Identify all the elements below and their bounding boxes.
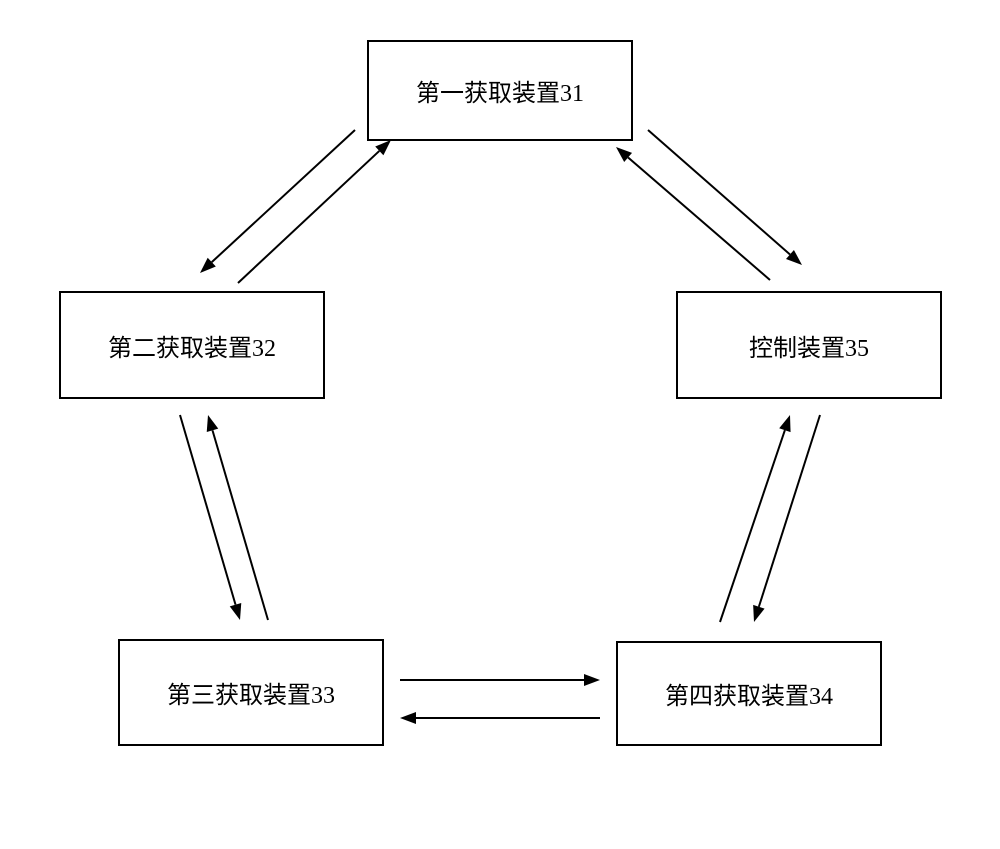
- diagram-canvas: 第一获取装置31 第二获取装置32 第三获取装置33 第四获取装置34 控制装置…: [0, 0, 1000, 849]
- node-label: 第二获取装置32: [108, 328, 276, 363]
- node-label: 第三获取装置33: [167, 675, 335, 710]
- node-second-acquisition-device: 第二获取装置32: [59, 291, 325, 399]
- node-third-acquisition-device: 第三获取装置33: [118, 639, 384, 746]
- node-label: 控制装置35: [749, 328, 869, 363]
- node-control-device: 控制装置35: [676, 291, 942, 399]
- node-first-acquisition-device: 第一获取装置31: [367, 40, 633, 141]
- node-label: 第四获取装置34: [665, 676, 833, 711]
- node-fourth-acquisition-device: 第四获取装置34: [616, 641, 882, 746]
- node-label: 第一获取装置31: [416, 73, 584, 108]
